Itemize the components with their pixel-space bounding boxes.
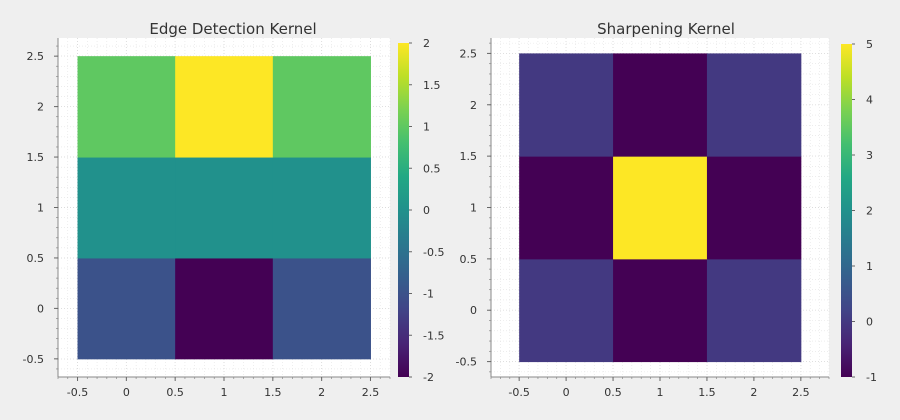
- edge-y-tick-label: 0: [37, 302, 44, 315]
- sharpen-colorbar-tick-label: 0: [866, 316, 873, 329]
- edge-cell-r1-c1: [175, 157, 274, 259]
- sharpen-colorbar-tick-label: 3: [866, 149, 873, 162]
- edge-x-tick-label: 0: [123, 386, 130, 399]
- edge-colorbar-tick-label: 2: [423, 37, 430, 50]
- edge-x-tick-label: 0.5: [166, 386, 184, 399]
- edge-x-tick-label: 1.5: [264, 386, 282, 399]
- edge-cell-r1-c2: [272, 157, 371, 259]
- sharpen-x-tick-label: 0: [563, 386, 570, 399]
- edge-cell-r2-c0: [77, 56, 176, 158]
- sharpen-y-tick-label: -0.5: [456, 356, 477, 369]
- sharpening-title: Sharpening Kernel: [597, 20, 735, 38]
- sharpen-cell-r0-c2: [706, 258, 802, 363]
- sharpen-cell-r2-c0: [519, 53, 614, 157]
- sharpen-cell-r1-c1: [613, 156, 708, 260]
- sharpen-cell-r2-c1: [613, 53, 708, 157]
- edge-y-tick-label: 2.5: [27, 50, 45, 63]
- edge-colorbar-tick-label: 1: [423, 121, 430, 134]
- sharpen-x-tick-label: 1: [657, 386, 664, 399]
- sharpen-cell-r1-c2: [706, 156, 802, 260]
- edge-detection-panel: Edge Detection Kernel -0.5 0 0.5 1 1.5 2 2.5 -0…: [23, 20, 445, 399]
- edge-x-tick-label: 2: [318, 386, 325, 399]
- sharpen-cell-r0-c0: [519, 258, 614, 363]
- edge-colorbar-tick-label: 0: [423, 204, 430, 217]
- sharpen-y-tick-label: 0.5: [460, 253, 478, 266]
- sharpen-x-tick-label: 0.5: [604, 386, 622, 399]
- sharpen-colorbar-tick-label: -1: [866, 371, 877, 384]
- sharpen-colorbar-tick-label: 1: [866, 260, 873, 273]
- sharpen-cell-r0-c1: [613, 258, 708, 363]
- edge-y-tick-label: 2: [37, 101, 44, 114]
- edge-colorbar-tick-label: -1.5: [423, 329, 444, 342]
- edge-cell-r0-c1: [175, 257, 274, 360]
- edge-colorbar-tick-label: -2: [423, 371, 434, 384]
- edge-cell-r0-c0: [77, 257, 176, 360]
- sharpening-panel: Sharpening Kernel -0.5 0 0.5 1 1.5 2 2.5 -0.5 0 0…: [456, 20, 877, 399]
- edge-cell-r1-c0: [77, 157, 176, 259]
- edge-colorbar-tick-label: 0.5: [423, 162, 441, 175]
- sharpen-y-tick-label: 0: [470, 304, 477, 317]
- edge-detection-title: Edge Detection Kernel: [149, 20, 316, 38]
- sharpen-y-tick-label: 2.5: [460, 47, 478, 60]
- sharpen-x-tick-label: 2: [750, 386, 757, 399]
- sharpen-y-tick-label: 1: [470, 202, 477, 215]
- sharpen-cell-r1-c0: [519, 156, 614, 260]
- sharpen-x-tick-label: 2.5: [792, 386, 810, 399]
- sharpen-y-tick-label: 2: [470, 99, 477, 112]
- sharpen-y-tick-label: 1.5: [460, 150, 478, 163]
- sharpen-x-tick-label: 1.5: [698, 386, 716, 399]
- edge-cell-r0-c2: [272, 257, 371, 360]
- edge-x-tick-label: -0.5: [67, 386, 88, 399]
- edge-colorbar-tick-label: -1: [423, 288, 434, 301]
- sharpen-colorbar-tick-label: 2: [866, 205, 873, 218]
- edge-y-tick-label: -0.5: [23, 353, 44, 366]
- edge-colorbar: [398, 43, 409, 377]
- edge-y-tick-label: 1: [37, 202, 44, 215]
- edge-cell-r2-c1: [175, 56, 274, 158]
- edge-x-tick-label: 1: [221, 386, 228, 399]
- edge-y-tick-label: 1.5: [27, 151, 45, 164]
- sharpen-cell-r2-c2: [706, 53, 802, 157]
- sharpen-colorbar: [841, 44, 852, 377]
- edge-colorbar-tick-label: 1.5: [423, 79, 441, 92]
- edge-colorbar-tick-label: -0.5: [423, 246, 444, 259]
- sharpen-x-tick-label: -0.5: [508, 386, 529, 399]
- edge-y-tick-label: 0.5: [27, 252, 45, 265]
- sharpen-colorbar-tick-label: 5: [866, 38, 873, 51]
- edge-cell-r2-c2: [272, 56, 371, 158]
- sharpen-colorbar-tick-label: 4: [866, 94, 873, 107]
- edge-x-tick-label: 2.5: [362, 386, 380, 399]
